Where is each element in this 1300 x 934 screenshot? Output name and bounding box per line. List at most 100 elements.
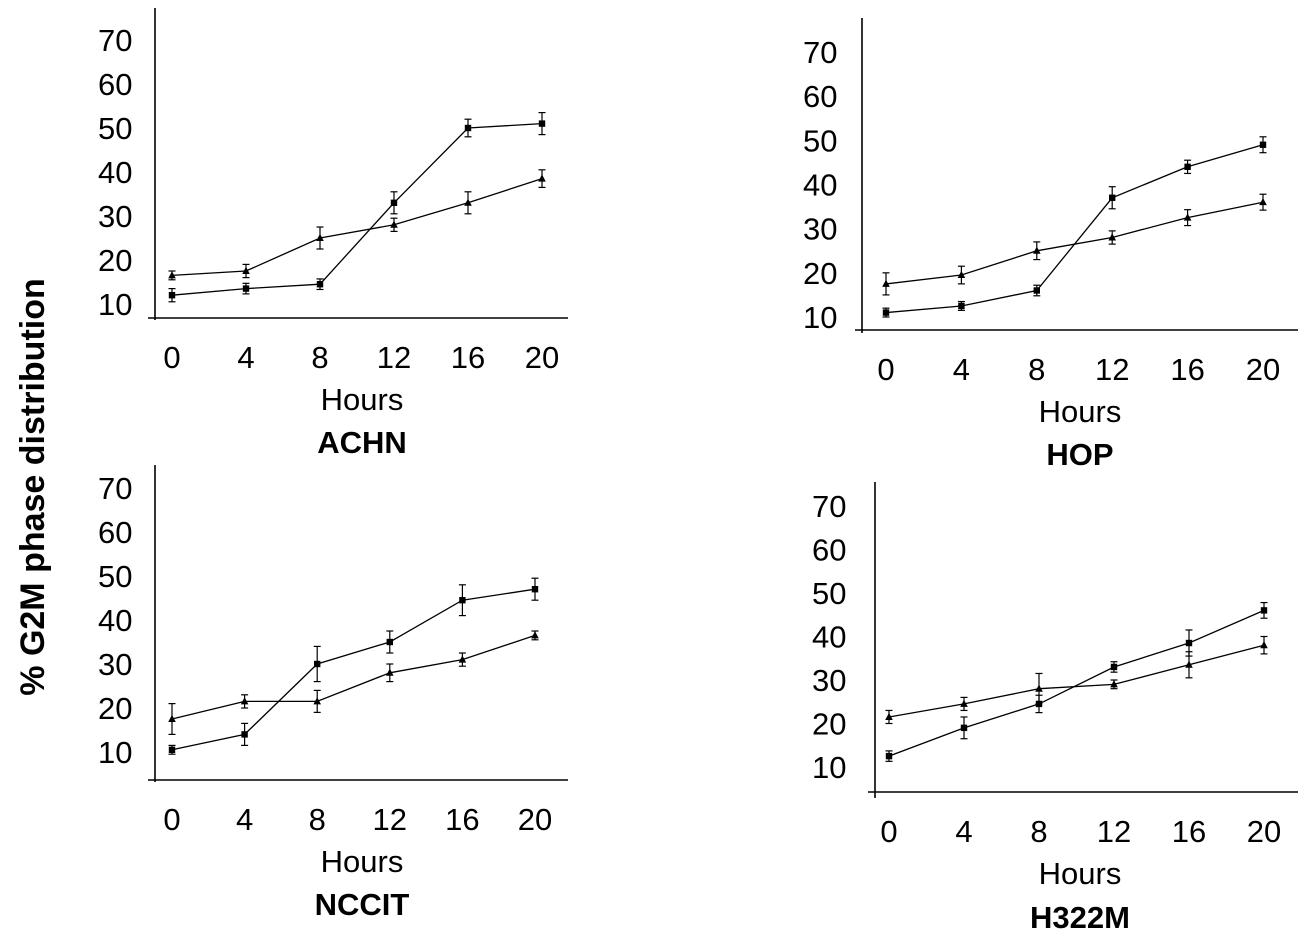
hop-series-2-point — [882, 279, 890, 287]
hop-series-1-point — [958, 302, 965, 310]
nccit-series-2-line — [171, 634, 536, 720]
nccit-series-2-point — [313, 697, 321, 705]
hop-series-2-point — [1183, 213, 1192, 221]
nccit-series-1-point — [241, 731, 248, 738]
h322m-x-tick-16: 16 — [1172, 814, 1206, 849]
y-axis-title: % G2M phase distribution — [14, 278, 52, 695]
nccit-y-tick-50: 50 — [98, 559, 132, 594]
achn-series-2-point — [242, 266, 250, 274]
panel-h322m-y-ticks: 10 20 30 40 50 60 70 — [812, 489, 846, 785]
panel-nccit-y-ticks: 10 20 30 40 50 60 70 — [98, 471, 132, 770]
nccit-series-2-point — [240, 697, 249, 705]
achn-series-2-point — [168, 271, 176, 279]
panel-achn-title: ACHN — [317, 425, 407, 460]
nccit-series-1-point — [386, 638, 393, 646]
achn-x-tick-8: 8 — [311, 340, 328, 375]
panel-hop-title: HOP — [1046, 437, 1113, 472]
hop-x-tick-4: 4 — [953, 352, 970, 387]
h322m-y-tick-40: 40 — [812, 620, 846, 655]
hop-series-2-point — [957, 270, 966, 279]
achn-series-1-point — [316, 281, 324, 288]
achn-series-2-point — [538, 174, 546, 182]
hop-series-1-point — [1033, 287, 1040, 294]
hop-y-tick-30: 30 — [803, 212, 837, 247]
h322m-series-2-point — [960, 699, 968, 707]
panel-hop-y-ticks: 10 20 30 40 50 60 70 — [803, 35, 837, 335]
nccit-y-tick-70: 70 — [98, 471, 132, 506]
hop-series-2-line — [885, 201, 1264, 285]
nccit-y-tick-40: 40 — [98, 603, 132, 638]
nccit-x-tick-16: 16 — [445, 802, 479, 837]
h322m-y-tick-10: 10 — [812, 750, 846, 785]
panel-achn-x-label: Hours — [321, 382, 404, 417]
achn-y-tick-30: 30 — [98, 199, 132, 234]
nccit-y-tick-30: 30 — [98, 647, 132, 682]
hop-series-1-point — [882, 309, 890, 316]
panel-hop-x-label: Hours — [1039, 394, 1122, 429]
achn-y-tick-10: 10 — [98, 287, 132, 322]
h322m-x-tick-8: 8 — [1030, 814, 1047, 849]
nccit-series-1-point — [314, 660, 321, 668]
nccit-y-tick-20: 20 — [98, 691, 132, 726]
panel-hop: 10 20 30 40 50 60 70 0 4 8 12 16 20 Hours HOP — [803, 18, 1298, 472]
nccit-series-2-point — [386, 668, 394, 676]
hop-y-tick-70: 70 — [803, 35, 837, 70]
h322m-x-tick-4: 4 — [955, 814, 972, 849]
h322m-y-tick-20: 20 — [812, 707, 846, 742]
panel-h322m-title: H322M — [1030, 900, 1130, 934]
achn-x-tick-16: 16 — [451, 340, 485, 375]
achn-series-1-point — [538, 120, 546, 127]
achn-x-tick-0: 0 — [163, 340, 180, 375]
h322m-y-tick-50: 50 — [812, 576, 846, 611]
h322m-series-1-point — [1110, 663, 1118, 671]
nccit-series-1-point — [531, 586, 539, 593]
panel-nccit-marks — [168, 577, 539, 755]
achn-y-tick-20: 20 — [98, 243, 132, 278]
panel-nccit-x-ticks: 0 4 8 12 16 20 — [163, 802, 552, 837]
panel-achn-y-ticks: 10 20 30 40 50 60 70 — [98, 23, 132, 322]
h322m-series-2-line — [888, 644, 1265, 718]
achn-series-2-line — [171, 177, 543, 277]
nccit-x-tick-8: 8 — [309, 802, 326, 837]
hop-series-2-point — [1259, 197, 1267, 206]
nccit-x-tick-0: 0 — [163, 802, 180, 837]
h322m-y-tick-70: 70 — [812, 489, 846, 524]
hop-series-1-line — [885, 144, 1264, 314]
h322m-x-tick-12: 12 — [1097, 814, 1131, 849]
achn-y-tick-40: 40 — [98, 155, 132, 190]
hop-y-tick-10: 10 — [803, 300, 837, 335]
achn-x-tick-12: 12 — [377, 340, 411, 375]
h322m-series-1-point — [1185, 639, 1193, 647]
hop-y-tick-60: 60 — [803, 79, 837, 114]
panel-nccit: 10 20 30 40 50 60 70 0 4 8 12 16 20 Hours NCCIT — [98, 465, 568, 922]
panel-h322m-marks — [885, 601, 1268, 762]
h322m-series-2-point — [1035, 684, 1043, 692]
h322m-y-tick-60: 60 — [812, 533, 846, 568]
h322m-y-tick-30: 30 — [812, 663, 846, 698]
h322m-series-2-point — [885, 712, 893, 720]
nccit-x-tick-20: 20 — [518, 802, 552, 837]
hop-series-1-point — [1109, 194, 1116, 201]
hop-x-tick-12: 12 — [1095, 352, 1129, 387]
h322m-series-2-point — [1185, 660, 1193, 668]
panel-h322m-x-label: Hours — [1039, 856, 1122, 891]
nccit-y-tick-60: 60 — [98, 515, 132, 550]
h322m-series-1-point — [885, 752, 893, 760]
nccit-series-1-point — [459, 597, 466, 604]
h322m-x-tick-0: 0 — [880, 814, 897, 849]
hop-y-tick-40: 40 — [803, 168, 837, 203]
achn-series-2-point — [464, 198, 472, 206]
hop-x-tick-20: 20 — [1246, 352, 1280, 387]
h322m-series-2-point — [1110, 680, 1118, 688]
panel-achn: 10 20 30 40 50 60 70 0 4 8 12 16 20 Hours ACHN — [98, 8, 568, 460]
panel-achn-x-ticks: 0 4 8 12 16 20 — [163, 340, 559, 375]
panel-h322m-x-ticks: 0 4 8 12 16 20 — [880, 814, 1281, 849]
hop-series-2-point — [1033, 246, 1041, 254]
hop-y-tick-50: 50 — [803, 123, 837, 158]
panel-achn-marks — [168, 111, 546, 303]
achn-series-1-line — [171, 122, 543, 296]
nccit-y-tick-10: 10 — [98, 735, 132, 770]
nccit-series-1-point — [168, 746, 176, 753]
achn-y-tick-60: 60 — [98, 67, 132, 102]
